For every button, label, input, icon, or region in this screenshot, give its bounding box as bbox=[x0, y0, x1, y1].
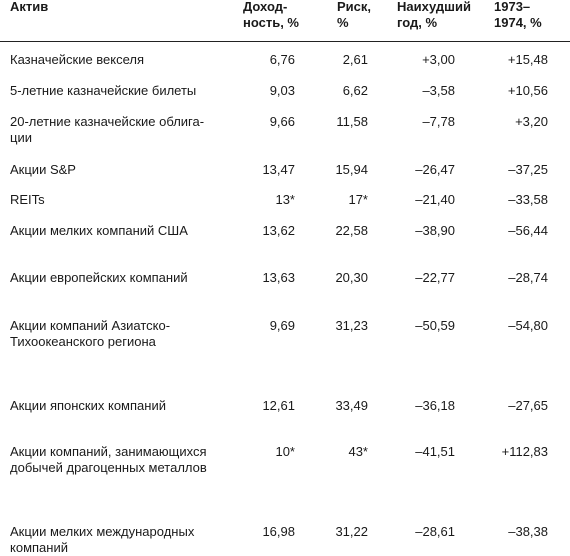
header-return-line1: Доход- bbox=[243, 0, 288, 14]
cell-risk: 31,23 bbox=[335, 318, 368, 333]
asset-line: ции bbox=[10, 130, 32, 145]
cell-asset: Акции европейских компаний bbox=[10, 270, 220, 286]
cell-return: 13,47 bbox=[262, 162, 295, 177]
asset-line: 5-летние казначейские билеты bbox=[10, 83, 197, 98]
table-header: Актив Доход- ность, % Риск, % Наихудший … bbox=[0, 0, 570, 40]
cell-asset: Акции мелких компаний США bbox=[10, 223, 220, 239]
cell-return: 9,66 bbox=[269, 114, 295, 129]
cell-risk: 17* bbox=[348, 192, 368, 207]
asset-line: компаний bbox=[10, 540, 68, 555]
header-period-line1: 1973– bbox=[494, 0, 531, 14]
cell-asset: Акции S&P bbox=[10, 162, 220, 178]
cell-risk: 33,49 bbox=[335, 398, 368, 413]
cell-return: 13,62 bbox=[262, 223, 295, 238]
cell-return: 12,61 bbox=[262, 398, 295, 413]
cell-1973-1974: +10,56 bbox=[507, 83, 548, 98]
cell-return: 9,69 bbox=[269, 318, 295, 333]
header-worst-line1: Наихудший bbox=[397, 0, 471, 14]
cell-worst-year: –38,90 bbox=[415, 223, 455, 238]
cell-asset: Акции японских компаний bbox=[10, 398, 220, 414]
cell-1973-1974: –33,58 bbox=[508, 192, 548, 207]
cell-return: 13,63 bbox=[262, 270, 295, 285]
asset-line: Акции мелких компаний США bbox=[10, 223, 188, 238]
cell-asset: 5-летние казначейские билеты bbox=[10, 83, 220, 99]
asset-line: 20-летние казначейские облига- bbox=[10, 114, 205, 129]
cell-worst-year: –22,77 bbox=[415, 270, 455, 285]
header-1973-1974: 1973– 1974, % bbox=[494, 0, 542, 31]
header-asset: Актив bbox=[10, 0, 49, 14]
header-return-line2: ность, % bbox=[243, 15, 299, 30]
cell-1973-1974: –54,80 bbox=[508, 318, 548, 333]
cell-return: 10* bbox=[275, 444, 295, 459]
cell-worst-year: –7,78 bbox=[422, 114, 455, 129]
cell-1973-1974: +15,48 bbox=[507, 52, 548, 67]
header-divider bbox=[0, 41, 570, 42]
cell-risk: 6,62 bbox=[342, 83, 368, 98]
asset-line: Акции S&P bbox=[10, 162, 76, 177]
asset-line: добычей драгоценных металлов bbox=[10, 460, 207, 475]
cell-worst-year: –50,59 bbox=[415, 318, 455, 333]
cell-1973-1974: –37,25 bbox=[508, 162, 548, 177]
cell-asset: REITs bbox=[10, 192, 220, 208]
cell-risk: 43* bbox=[348, 444, 368, 459]
asset-line: Акции европейских компаний bbox=[10, 270, 188, 285]
asset-line: Акции компаний Азиатско- bbox=[10, 318, 171, 333]
header-period-line2: 1974, % bbox=[494, 15, 542, 30]
cell-risk: 15,94 bbox=[335, 162, 368, 177]
header-worst-year: Наихудший год, % bbox=[397, 0, 471, 31]
cell-1973-1974: –28,74 bbox=[508, 270, 548, 285]
cell-return: 6,76 bbox=[269, 52, 295, 67]
cell-1973-1974: –56,44 bbox=[508, 223, 548, 238]
cell-1973-1974: +112,83 bbox=[501, 444, 548, 459]
header-worst-line2: год, % bbox=[397, 15, 438, 30]
asset-line: Тихоокеанского региона bbox=[10, 334, 156, 349]
asset-line: REITs bbox=[10, 192, 45, 207]
cell-worst-year: –21,40 bbox=[415, 192, 455, 207]
cell-asset: Акции компаний, занимающихся добычей дра… bbox=[10, 444, 220, 476]
cell-worst-year: –3,58 bbox=[422, 83, 455, 98]
cell-worst-year: –26,47 bbox=[415, 162, 455, 177]
cell-1973-1974: +3,20 bbox=[515, 114, 548, 129]
cell-risk: 22,58 bbox=[335, 223, 368, 238]
asset-line: Акции мелких международных bbox=[10, 524, 195, 539]
header-risk: Риск, % bbox=[337, 0, 371, 31]
asset-line: Казначейские векселя bbox=[10, 52, 145, 67]
header-risk-line2: % bbox=[337, 15, 349, 30]
cell-1973-1974: –27,65 bbox=[508, 398, 548, 413]
cell-asset: Акции компаний Азиатско- Тихоокеанского … bbox=[10, 318, 220, 350]
cell-worst-year: –41,51 bbox=[415, 444, 455, 459]
cell-risk: 2,61 bbox=[342, 52, 368, 67]
asset-line: Акции компаний, занимающихся bbox=[10, 444, 207, 459]
cell-return: 16,98 bbox=[262, 524, 295, 539]
header-risk-line1: Риск, bbox=[337, 0, 372, 14]
cell-worst-year: –36,18 bbox=[415, 398, 455, 413]
asset-line: Акции японских компаний bbox=[10, 398, 166, 413]
cell-risk: 20,30 bbox=[335, 270, 368, 285]
cell-return: 13* bbox=[275, 192, 295, 207]
cell-asset: 20-летние казначейские облига- ции bbox=[10, 114, 220, 146]
cell-1973-1974: –38,38 bbox=[508, 524, 548, 539]
cell-risk: 11,58 bbox=[336, 114, 368, 129]
header-return: Доход- ность, % bbox=[243, 0, 299, 31]
cell-worst-year: +3,00 bbox=[422, 52, 455, 67]
cell-asset: Акции мелких международных компаний bbox=[10, 524, 220, 556]
cell-return: 9,03 bbox=[269, 83, 295, 98]
cell-asset: Казначейские векселя bbox=[10, 52, 220, 68]
cell-risk: 31,22 bbox=[335, 524, 368, 539]
cell-worst-year: –28,61 bbox=[415, 524, 455, 539]
